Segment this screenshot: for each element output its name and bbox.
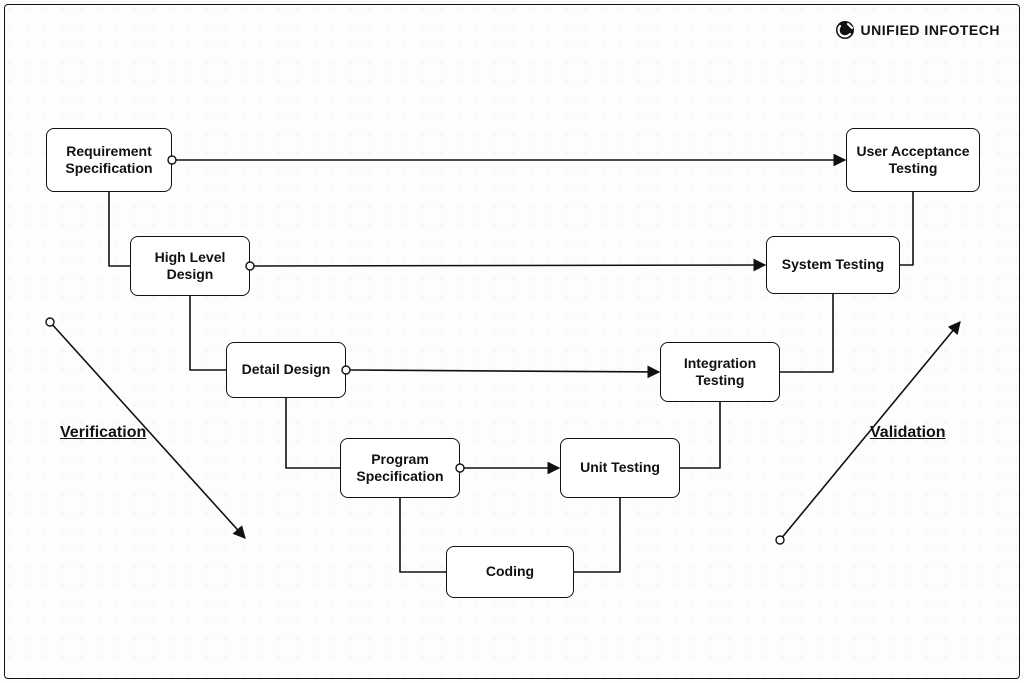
diagram-canvas: Verification Validation RequirementSpeci… [0, 0, 1024, 683]
node-detail-design: Detail Design [226, 342, 346, 398]
brand-logo-icon [835, 20, 855, 40]
node-unit-testing: Unit Testing [560, 438, 680, 498]
node-coding: Coding [446, 546, 574, 598]
node-program-specification: ProgramSpecification [340, 438, 460, 498]
node-user-acceptance-testing: User AcceptanceTesting [846, 128, 980, 192]
verification-label: Verification [60, 424, 146, 442]
node-integration-testing: IntegrationTesting [660, 342, 780, 402]
node-high-level-design: High LevelDesign [130, 236, 250, 296]
brand-logo: UNIFIED INFOTECH [835, 20, 1000, 40]
node-requirement-specification: RequirementSpecification [46, 128, 172, 192]
brand-logo-text: UNIFIED INFOTECH [861, 22, 1000, 38]
node-system-testing: System Testing [766, 236, 900, 294]
validation-label: Validation [870, 424, 946, 442]
